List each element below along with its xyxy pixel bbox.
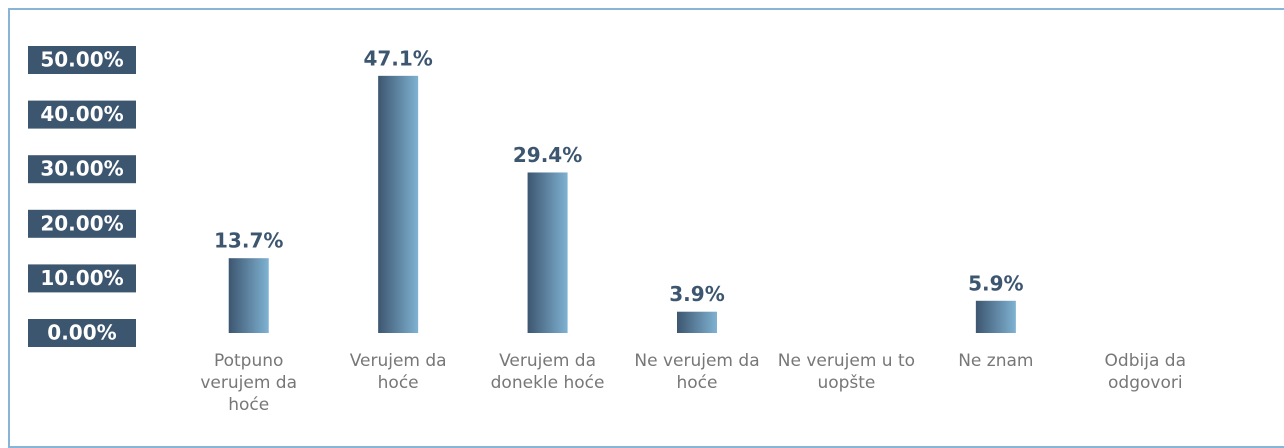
y-tick-label: 50.00%: [40, 48, 123, 72]
y-tick-label: 40.00%: [40, 102, 123, 126]
y-tick-label: 0.00%: [47, 321, 116, 345]
y-tick-box: [28, 155, 136, 184]
y-tick-label: 30.00%: [40, 157, 123, 181]
x-tick-label: Ne verujem u to uopšte: [777, 351, 916, 393]
bar: [527, 172, 568, 333]
y-tick-box: [28, 100, 136, 129]
y-tick-box: [28, 46, 136, 74]
y-tick-label: 20.00%: [40, 211, 123, 235]
value-label: 3.9%: [669, 282, 724, 306]
value-label: 13.7%: [214, 229, 283, 253]
value-label: 29.4%: [513, 143, 582, 167]
page: 0.00% 10.00% 20.00% 30.00% 40.00% 50.00% 13.7%…: [8, 8, 1284, 448]
y-tick-box: [28, 209, 136, 238]
y-tick-box: [28, 264, 136, 293]
bar: [228, 258, 269, 333]
x-tick-label: Verujem da donekle hoće: [490, 351, 605, 393]
y-tick-box: [28, 319, 136, 347]
x-tick-label: Ne znam: [958, 351, 1034, 371]
x-tick-label: Odbija da odgovori: [1104, 351, 1186, 393]
x-tick-label: Ne verujem da hoće: [634, 351, 760, 393]
chart: 0.00% 10.00% 20.00% 30.00% 40.00% 50.00% 13.7%…: [28, 46, 1024, 347]
value-label: 47.1%: [363, 46, 432, 70]
value-label: 5.9%: [968, 271, 1023, 295]
bar: [975, 300, 1016, 333]
bar: [378, 75, 419, 334]
x-tick-label: Potpuno verujem da hoće: [200, 351, 298, 415]
bar: [677, 311, 717, 333]
y-tick-label: 10.00%: [40, 266, 123, 290]
x-tick-label: Verujem da hoće: [349, 351, 447, 393]
